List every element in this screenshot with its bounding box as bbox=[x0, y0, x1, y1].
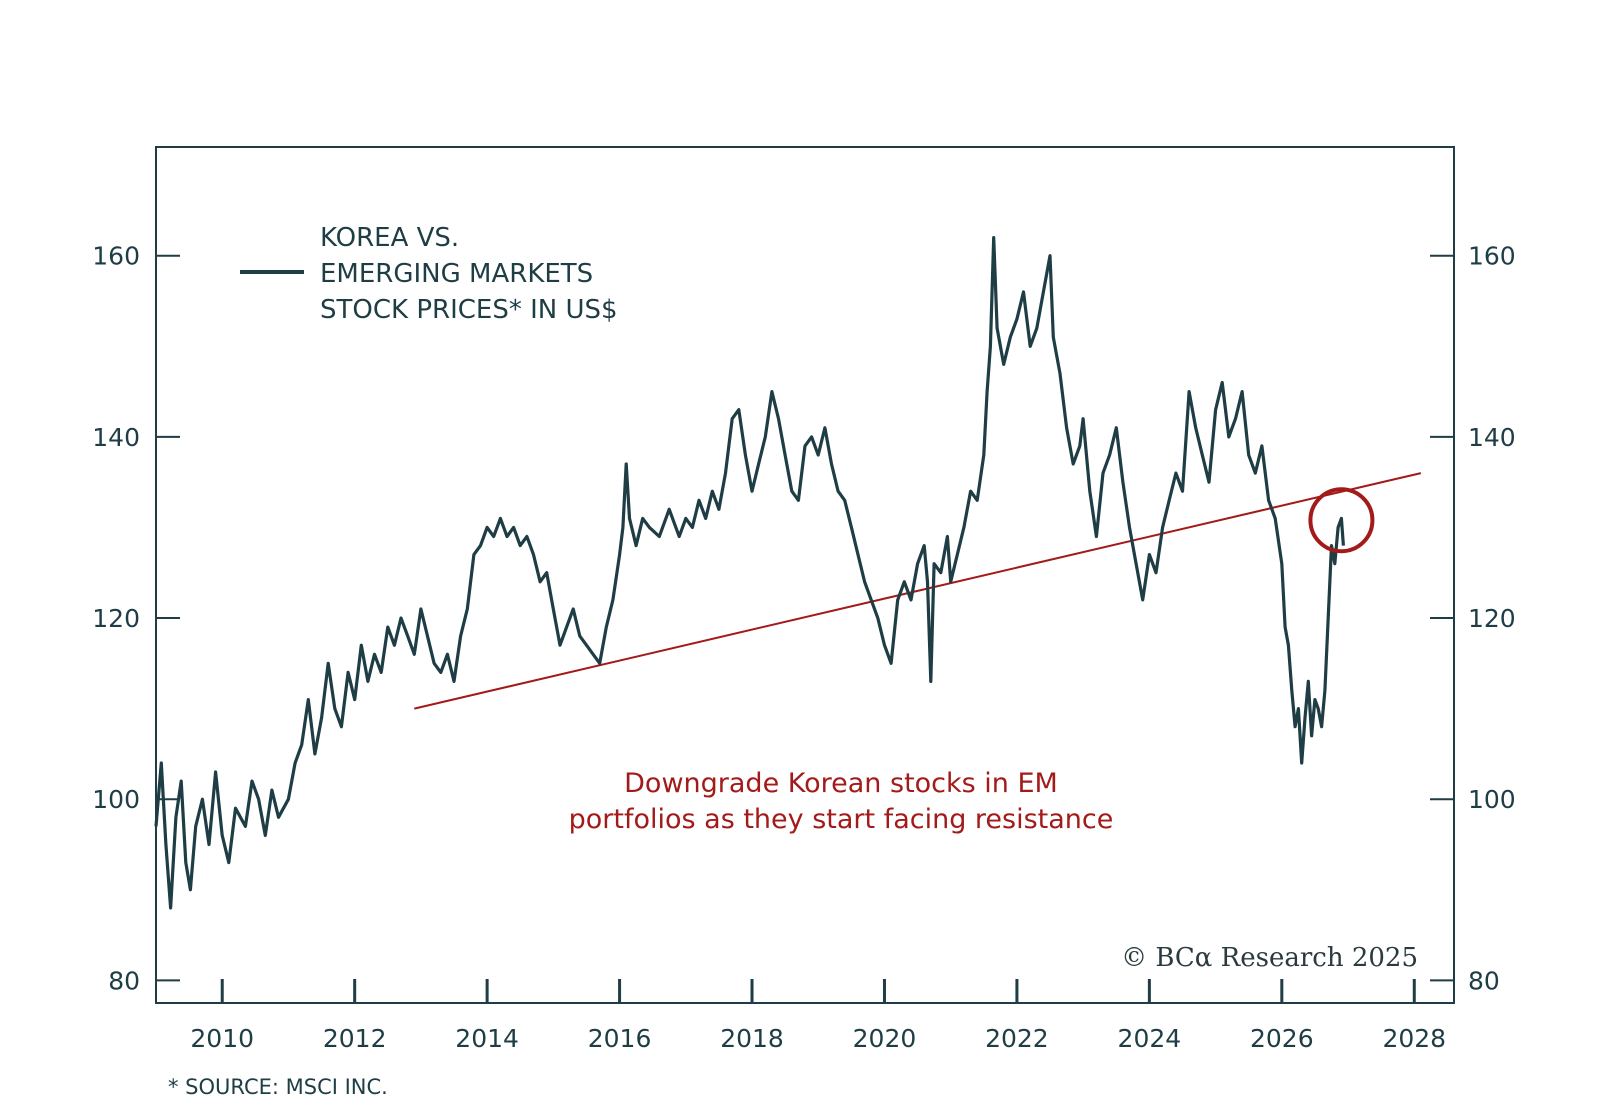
legend-line-3: STOCK PRICES* IN US$ bbox=[320, 295, 618, 325]
credit-text: © BCα Research 2025 bbox=[1121, 943, 1418, 973]
series-line-korea-vs-em bbox=[154, 236, 1345, 910]
axis-tick-labels: 80 80 100 100 120 120 140 140 160 160 2010 2012 2014… bbox=[92, 242, 1515, 1053]
annotation-line-2: portfolios as they start facing resistan… bbox=[569, 804, 1114, 835]
x-tick-label: 2012 bbox=[323, 1024, 387, 1053]
resistance-highlight-circle bbox=[1308, 487, 1375, 554]
y-tick-label-right: 100 bbox=[1468, 785, 1516, 814]
legend-line-2: EMERGING MARKETS bbox=[320, 259, 593, 289]
x-tick-label: 2024 bbox=[1118, 1024, 1182, 1053]
y-tick-label-left: 100 bbox=[92, 785, 140, 814]
legend: KOREA VS. EMERGING MARKETS STOCK PRICES*… bbox=[240, 223, 618, 325]
y-tick-label-right: 120 bbox=[1468, 604, 1516, 633]
y-tick-label-left: 160 bbox=[92, 242, 140, 271]
x-tick-label: 2022 bbox=[985, 1024, 1049, 1053]
y-tick-label-right: 160 bbox=[1468, 242, 1516, 271]
plot-frame bbox=[155, 146, 1455, 1004]
y-tick-label-right: 140 bbox=[1468, 423, 1516, 452]
axis-ticks bbox=[156, 254, 1454, 1003]
y-tick-label-left: 120 bbox=[92, 604, 140, 633]
x-tick-label: 2020 bbox=[853, 1024, 917, 1053]
annotation-line-1: Downgrade Korean stocks in EM bbox=[624, 768, 1058, 799]
x-tick-label: 2026 bbox=[1250, 1024, 1314, 1053]
y-tick-label-right: 80 bbox=[1468, 966, 1500, 995]
legend-line-1: KOREA VS. bbox=[320, 223, 459, 253]
annotation: Downgrade Korean stocks in EM portfolios… bbox=[569, 768, 1114, 835]
resistance-trendline bbox=[414, 472, 1422, 710]
x-tick-label: 2018 bbox=[720, 1024, 784, 1053]
x-tick-label: 2010 bbox=[190, 1024, 254, 1053]
y-tick-label-left: 140 bbox=[92, 423, 140, 452]
x-tick-label: 2016 bbox=[588, 1024, 652, 1053]
source-note: * SOURCE: MSCI INC. bbox=[168, 1075, 388, 1099]
y-tick-label-left: 80 bbox=[108, 966, 140, 995]
x-tick-label: 2014 bbox=[455, 1024, 519, 1053]
x-tick-label: 2028 bbox=[1382, 1024, 1446, 1053]
